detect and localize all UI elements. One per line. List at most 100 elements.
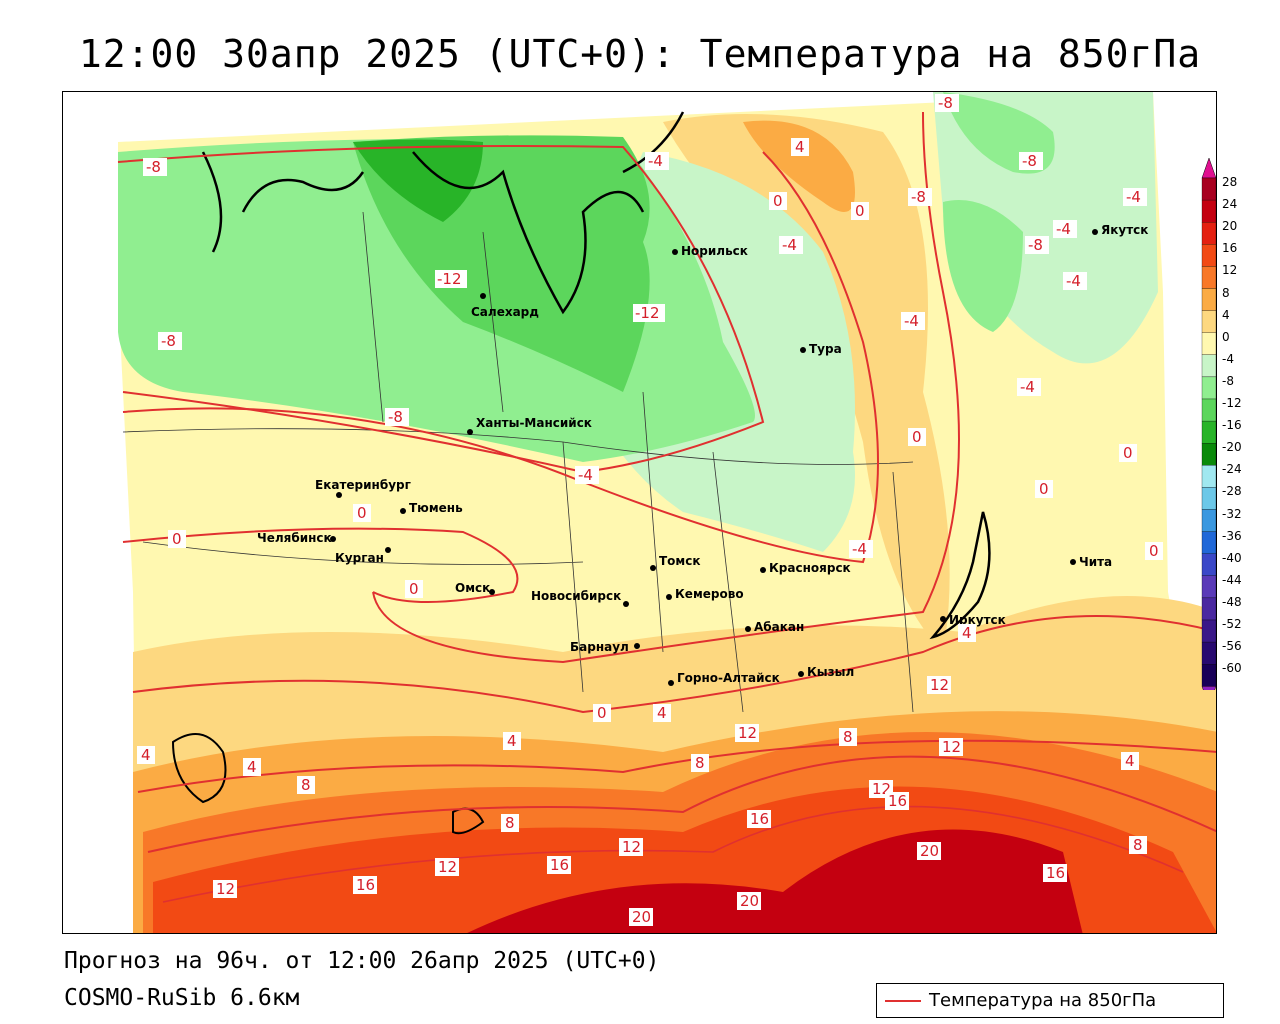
svg-text:16: 16 <box>356 876 375 894</box>
svg-text:8: 8 <box>1133 836 1143 854</box>
colorbar-top-arrow <box>1201 158 1217 179</box>
colorbar-level-label: -48 <box>1222 594 1242 609</box>
colorbar-swatch <box>1201 310 1217 333</box>
colorbar-swatch <box>1201 443 1217 466</box>
isotherm-label: -8 <box>1019 152 1043 170</box>
temperature-map[interactable]: Норильск Якутск Салехард Тура Ханты-Манс… <box>62 91 1217 934</box>
zone-warm-4 <box>133 596 1216 772</box>
svg-text:20: 20 <box>920 842 939 860</box>
colorbar-swatch <box>1201 222 1217 245</box>
colorbar-level-label: -12 <box>1222 396 1242 410</box>
isotherm-label: -4 <box>849 540 873 558</box>
map-title: 12:00 30апр 2025 (UTC+0): Температура на… <box>78 32 1202 76</box>
city-novosibirsk[interactable]: Новосибирск <box>531 589 629 607</box>
colorbar-level-label: -60 <box>1222 661 1242 676</box>
city-chita[interactable]: Чита <box>1070 555 1112 569</box>
isotherm-minus8 <box>117 145 765 474</box>
svg-text:4: 4 <box>962 624 972 642</box>
isotherm-label: -8 <box>935 94 959 112</box>
svg-text:12: 12 <box>942 738 961 756</box>
isotherm-label: -4 <box>1063 272 1087 290</box>
svg-text:20: 20 <box>632 908 651 926</box>
city-irkutsk[interactable]: Иркутск <box>940 613 1006 627</box>
svg-text:Екатеринбург: Екатеринбург <box>315 478 411 492</box>
isotherm-label: 8 <box>1129 836 1147 854</box>
colorbar-swatch <box>1201 177 1217 201</box>
isotherm-label: -12 <box>435 270 467 288</box>
colorbar-swatch <box>1201 398 1217 422</box>
colorbar-swatch <box>1201 619 1217 643</box>
svg-text:0: 0 <box>357 504 367 522</box>
isotherm-label: 0 <box>353 504 371 522</box>
city-salekhard[interactable]: Салехард <box>471 293 539 319</box>
svg-text:16: 16 <box>750 810 769 828</box>
isotherm-label: 0 <box>405 580 423 598</box>
colorbar-level-label: -16 <box>1222 418 1242 433</box>
city-tomsk[interactable]: Томск <box>650 554 701 571</box>
isotherm-label: 8 <box>839 728 857 746</box>
isotherm-label: -8 <box>908 188 932 206</box>
city-ekaterinburg[interactable]: Екатеринбург <box>315 478 411 498</box>
svg-text:Салехард: Салехард <box>471 305 539 319</box>
isotherm-label: 16 <box>353 876 377 894</box>
isotherm-4 <box>132 615 1216 714</box>
svg-text:Челябинск: Челябинск <box>257 531 332 545</box>
city-kyzyl[interactable]: Кызыл <box>798 665 854 679</box>
svg-text:4: 4 <box>1125 752 1135 770</box>
colorbar-swatch <box>1201 288 1217 311</box>
map-canvas: Норильск Якутск Салехард Тура Ханты-Манс… <box>63 92 1216 933</box>
svg-text:Томск: Томск <box>659 554 701 568</box>
isotherm-label: -8 <box>143 158 167 176</box>
isotherm-label: 12 <box>435 858 459 876</box>
city-tura[interactable]: Тура <box>800 342 842 356</box>
svg-text:20: 20 <box>740 892 759 910</box>
city-yakutsk[interactable]: Якутск <box>1092 223 1148 237</box>
svg-text:Якутск: Якутск <box>1101 223 1148 237</box>
city-krasnoyarsk[interactable]: Красноярск <box>760 561 851 575</box>
city-gorno-altaysk[interactable]: Горно-Алтайск <box>668 671 780 686</box>
isotherm-label: 12 <box>927 676 951 694</box>
svg-text:-8: -8 <box>938 94 953 112</box>
svg-text:0: 0 <box>912 428 922 446</box>
isotherm-label: -4 <box>779 236 803 254</box>
colorbar-swatch <box>1201 509 1217 532</box>
isotherm-label: -4 <box>645 152 669 170</box>
isotherm-label: 16 <box>1043 864 1067 882</box>
isotherm-label: 4 <box>137 746 155 764</box>
isotherm-label: 8 <box>691 754 709 772</box>
city-chelyabinsk[interactable]: Челябинск <box>257 531 336 545</box>
svg-text:8: 8 <box>695 754 705 772</box>
isotherm-label: 20 <box>737 892 761 910</box>
colorbar-level-label: -36 <box>1222 528 1242 543</box>
colorbar-level-label: -40 <box>1222 550 1242 565</box>
city-abakan[interactable]: Абакан <box>745 620 804 634</box>
svg-text:0: 0 <box>597 704 607 722</box>
colorbar-swatch <box>1201 332 1217 355</box>
city-norilsk[interactable]: Норильск <box>672 244 748 258</box>
svg-text:0: 0 <box>773 192 783 210</box>
colorbar-level-label: 16 <box>1222 241 1238 256</box>
colorbar-level-label: 0 <box>1222 329 1230 344</box>
city-barnaul[interactable]: Барнаул <box>570 640 640 654</box>
colorbar-swatch <box>1201 553 1217 576</box>
isotherm-label: -8 <box>158 332 182 350</box>
svg-text:-4: -4 <box>1126 188 1141 206</box>
legend-line-swatch <box>885 999 921 1002</box>
city-omsk[interactable]: Омск <box>455 581 495 595</box>
svg-text:Кемерово: Кемерово <box>675 587 744 601</box>
colorbar-level-label: -28 <box>1222 484 1242 499</box>
svg-text:Тюмень: Тюмень <box>409 501 463 515</box>
svg-text:-4: -4 <box>852 540 867 558</box>
city-kurgan[interactable]: Курган <box>335 547 391 565</box>
isotherm-label: -4 <box>1053 220 1077 238</box>
colorbar <box>1201 158 1217 690</box>
svg-text:Курган: Курган <box>335 551 384 565</box>
city-tyumen[interactable]: Тюмень <box>400 501 463 515</box>
zone-ne-cold <box>933 92 1158 364</box>
city-khanty-mansiysk[interactable]: Ханты-Мансийск <box>467 416 592 435</box>
baikal <box>929 511 991 640</box>
city-kemerovo[interactable]: Кемерово <box>666 587 744 601</box>
svg-text:-12: -12 <box>635 304 660 322</box>
colorbar-swatch <box>1201 199 1217 223</box>
colorbar-level-label: 4 <box>1222 307 1230 322</box>
